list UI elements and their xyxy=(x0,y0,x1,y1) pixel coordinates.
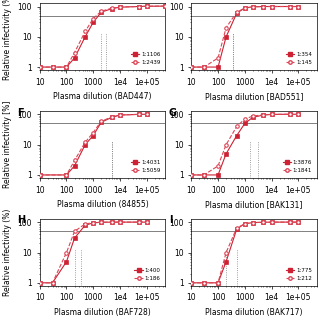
Text: I: I xyxy=(169,215,172,226)
Legend: 1:400, 1:186: 1:400, 1:186 xyxy=(132,266,163,283)
Legend: 1:354, 1:145: 1:354, 1:145 xyxy=(284,50,314,67)
Legend: 1:3876, 1:1841: 1:3876, 1:1841 xyxy=(280,158,314,175)
Y-axis label: Relative infectivity (%): Relative infectivity (%) xyxy=(3,209,12,296)
Text: H: H xyxy=(17,215,25,226)
X-axis label: Plasma dilution (BAF728): Plasma dilution (BAF728) xyxy=(54,308,151,317)
X-axis label: Plasma dilution [BAK131]: Plasma dilution [BAK131] xyxy=(205,200,303,209)
Legend: 1:4031, 1:5059: 1:4031, 1:5059 xyxy=(129,158,163,175)
X-axis label: Plasma dilution [BAD551]: Plasma dilution [BAD551] xyxy=(205,92,303,101)
X-axis label: Plasma dilution (BAD447): Plasma dilution (BAD447) xyxy=(53,92,152,101)
Text: F: F xyxy=(17,108,24,117)
X-axis label: Plasma dilution (84855): Plasma dilution (84855) xyxy=(57,200,148,209)
Y-axis label: Relative infectivity [%]: Relative infectivity [%] xyxy=(3,101,12,188)
X-axis label: Plasma dilution (BAK717): Plasma dilution (BAK717) xyxy=(205,308,303,317)
Y-axis label: Relative infectivity (%): Relative infectivity (%) xyxy=(3,0,12,80)
Legend: 1:775, 1:212: 1:775, 1:212 xyxy=(284,266,314,283)
Legend: 1:1106, 1:2439: 1:1106, 1:2439 xyxy=(129,50,163,67)
Text: G: G xyxy=(169,108,177,117)
